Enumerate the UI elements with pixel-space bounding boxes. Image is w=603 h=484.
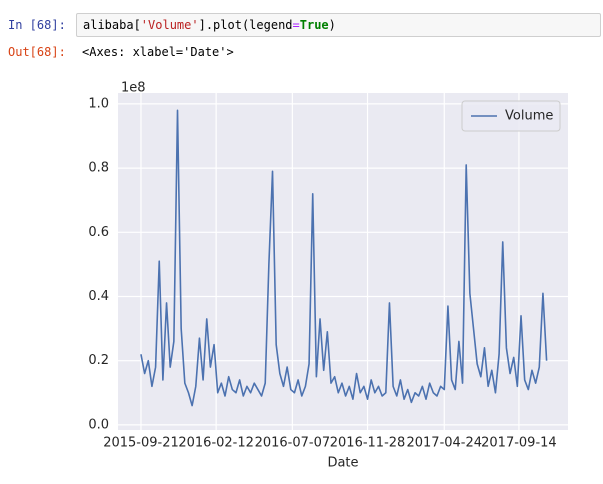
y-tick-label: 0.8 xyxy=(88,161,109,176)
output-prompt: Out[68]: xyxy=(8,45,66,59)
output-text: <Axes: xlabel='Date'> xyxy=(82,45,234,59)
x-axis-label: Date xyxy=(327,456,358,471)
code: alibaba[ xyxy=(83,18,141,32)
x-tick-label: 2016-07-07 xyxy=(255,436,331,451)
legend-label: Volume xyxy=(505,109,553,124)
x-tick-label: 2016-11-28 xyxy=(330,436,406,451)
code-cell[interactable]: alibaba['Volume'].plot(legend=True) xyxy=(76,13,601,37)
x-tick-label: 2015-09-21 xyxy=(103,436,179,451)
code: 'Volume' xyxy=(140,18,199,32)
code: = xyxy=(292,18,300,32)
y-tick-label: 0.2 xyxy=(88,353,109,368)
code: True xyxy=(299,18,329,32)
y-tick-label: 0.6 xyxy=(88,225,109,240)
code: ) xyxy=(328,18,336,32)
x-tick-label: 2016-02-12 xyxy=(178,436,254,451)
x-tick-label: 2017-09-14 xyxy=(481,436,557,451)
code: ].plot(legend xyxy=(198,18,293,32)
offset-text: 1e8 xyxy=(121,81,146,96)
plot-area xyxy=(118,93,568,430)
y-tick-label: 0.0 xyxy=(88,417,109,432)
x-tick-label: 2017-04-24 xyxy=(406,436,482,451)
y-tick-label: 0.4 xyxy=(88,289,109,304)
series-line xyxy=(140,109,548,407)
y-tick-label: 1.0 xyxy=(88,96,109,111)
legend-box xyxy=(461,100,561,132)
input-prompt: In [68]: xyxy=(8,18,66,32)
